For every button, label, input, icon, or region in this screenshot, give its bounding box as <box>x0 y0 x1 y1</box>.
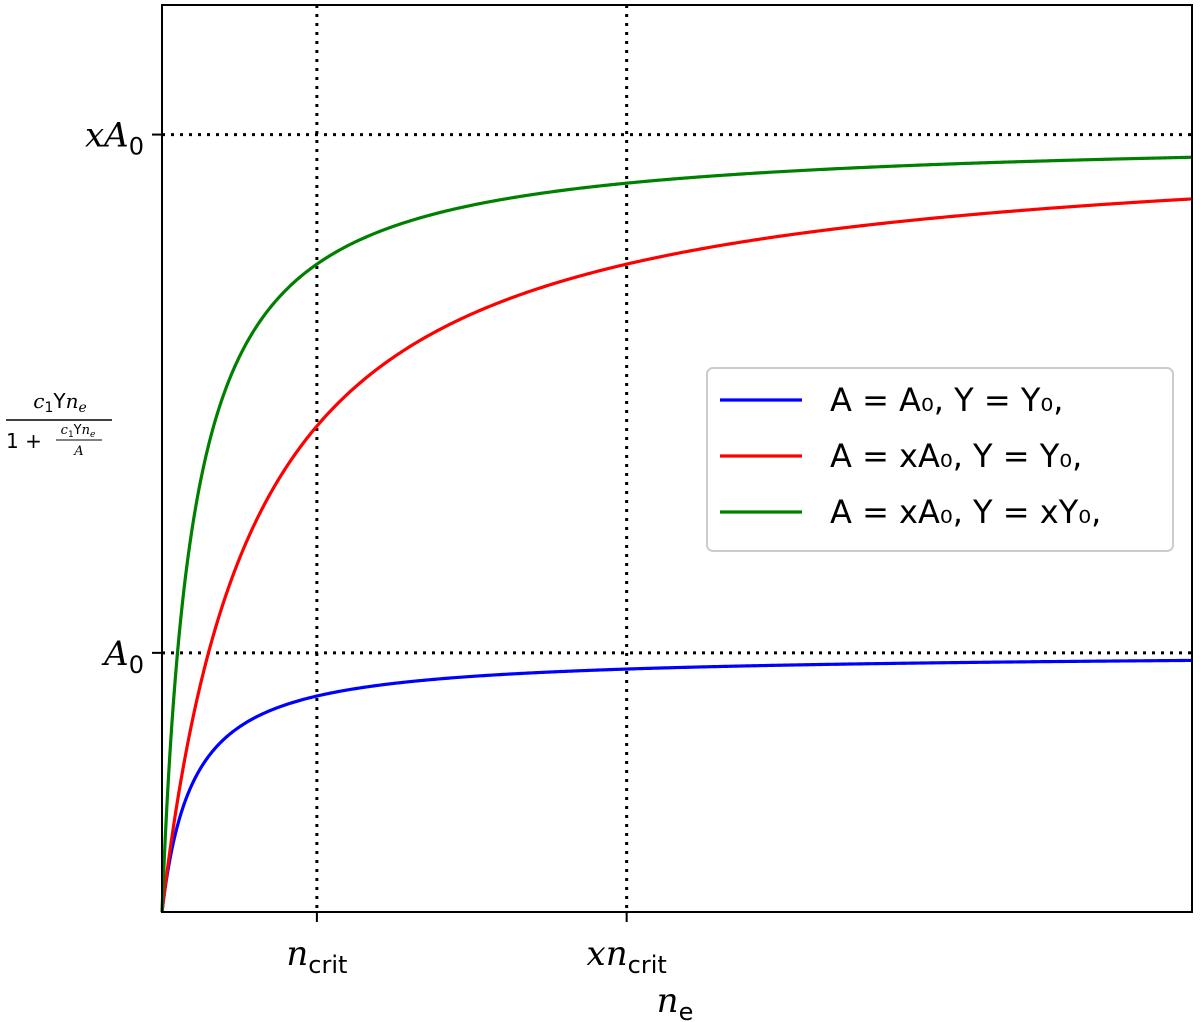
svg-text:1 +: 1 + <box>6 429 42 453</box>
svg-text:c1Υne: c1Υne <box>61 423 96 440</box>
x-axis-label: ne <box>657 981 694 1022</box>
y-axis-label: c1Υne 1 + c1Υne A <box>6 389 112 459</box>
legend-label-1: A = xA₀, Υ = Υ₀, <box>830 437 1082 475</box>
x-tick-label-0: ncrit <box>286 934 347 979</box>
series-line-0 <box>160 658 1193 913</box>
plot-frame <box>161 4 1193 913</box>
y-tick-label-1: xA0 <box>85 116 144 161</box>
curves <box>160 155 1193 913</box>
legend-label-0: A = A₀, Υ = Υ₀, <box>830 381 1063 419</box>
legend: A = A₀, Υ = Υ₀, A = xA₀, Υ = Υ₀, A = xA₀, … <box>706 367 1174 552</box>
svg-text:c1Υne: c1Υne <box>33 389 87 416</box>
svg-text:A: A <box>73 444 83 459</box>
series-line-2 <box>160 155 1193 913</box>
reference-lines <box>162 5 1192 912</box>
x-tick-label-1: xncrit <box>587 934 667 979</box>
y-tick-label-0: A0 <box>101 634 144 679</box>
series-line-1 <box>160 197 1193 913</box>
legend-box <box>706 367 1174 552</box>
legend-label-2: A = xA₀, Υ = xΥ₀, <box>830 493 1101 531</box>
